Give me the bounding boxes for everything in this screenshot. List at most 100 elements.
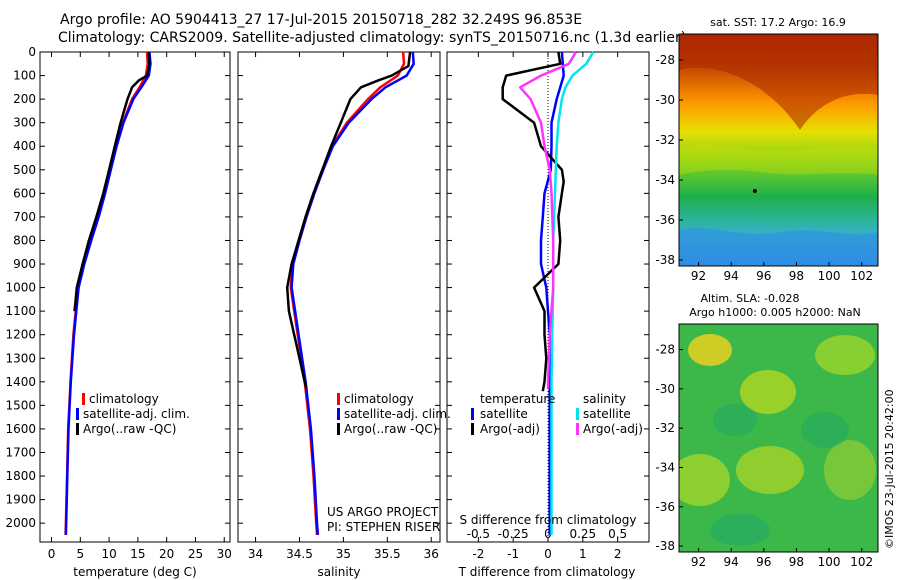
legend-marker-satellite <box>337 408 340 420</box>
legend-label-s-satellite: satellite <box>583 407 631 421</box>
legend-marker-s-satellite <box>576 408 579 420</box>
legend-marker-climatology <box>82 393 85 405</box>
temperature-axes-frame <box>39 51 231 543</box>
y-tick-label: 0 <box>28 45 36 59</box>
sst-front <box>679 145 878 175</box>
y-tick-label: 200 <box>13 92 36 106</box>
legend-marker-satellite <box>76 408 79 420</box>
y-tick-label: 1200 <box>5 328 36 342</box>
map-y-tick-label: -28 <box>655 53 675 67</box>
map-y-tick-label: -30 <box>655 382 675 396</box>
legend-header-temperature: temperature <box>480 392 555 406</box>
legend-label-satellite: satellite-adj. clim. <box>344 407 451 421</box>
s-tick-label: 0 <box>544 527 552 541</box>
salinity-xlabel: salinity <box>317 565 360 579</box>
legend-label-satellite: satellite-adj. clim. <box>83 407 190 421</box>
difference-xlabel-temperature: T difference from climatology <box>458 565 636 579</box>
map-x-tick-label: 94 <box>724 555 739 569</box>
legend-label-climatology: climatology <box>89 392 159 406</box>
y-tick-label: 1400 <box>5 375 36 389</box>
sst-cool-region <box>679 227 878 266</box>
y-tick-label: 900 <box>13 257 36 271</box>
y-tick-label: 100 <box>13 69 36 83</box>
sla-high-blob <box>815 335 875 375</box>
legend-header-salinity: salinity <box>583 392 626 406</box>
map-x-tick-label: 100 <box>818 269 841 283</box>
project-annotation: US ARGO PROJECT <box>327 505 439 519</box>
x-tick-label: 10 <box>101 547 116 561</box>
salinity-series <box>285 51 415 535</box>
map-y-tick-label: -36 <box>655 500 675 514</box>
chart-title-line1: Argo profile: AO 5904413_27 17-Jul-2015 … <box>60 12 582 28</box>
x-tick-label: 34 <box>248 547 263 561</box>
y-tick-label: 1100 <box>5 304 36 318</box>
salinity-ticks: 34 34.5 35 35.5 36 <box>238 51 440 561</box>
y-tick-label: 300 <box>13 116 36 130</box>
map-y-tick-label: -32 <box>655 421 675 435</box>
map-x-tick-label: 100 <box>818 555 841 569</box>
map-x-tick-label: 98 <box>789 555 804 569</box>
difference-ticks: -2 -1 0 1 2 -0.5 -0.25 0 0.25 0.5 <box>447 51 649 561</box>
x-tick-label: 1 <box>579 547 587 561</box>
x-tick-label: 34.5 <box>286 547 313 561</box>
x-tick-label: 35.5 <box>374 547 401 561</box>
y-tick-label: 400 <box>13 139 36 153</box>
difference-series <box>501 51 595 535</box>
temperature-panel: 0 5 10 15 20 25 300100200300400500600700800900… <box>5 45 231 579</box>
pi-annotation: PI: STEPHEN RISER <box>327 520 440 534</box>
map-x-tick-label: 96 <box>756 555 771 569</box>
s-tick-label: -0.5 <box>467 527 490 541</box>
y-tick-label: 500 <box>13 163 36 177</box>
legend-label-argo: Argo(..raw -QC) <box>344 422 437 436</box>
legend-marker-argo <box>337 423 340 435</box>
sst-map-ticks: 92 94 96 98 100 102 -28 -30 -32 -34 -36 -38 <box>655 53 873 283</box>
series-line-salinity-argo-adj <box>518 51 577 389</box>
x-tick-label: 35 <box>336 547 351 561</box>
x-tick-label: -2 <box>472 547 484 561</box>
y-tick-label: 1800 <box>5 469 36 483</box>
y-tick-label: 600 <box>13 186 36 200</box>
temperature-legend: climatology satellite-adj. clim. Argo(..… <box>76 392 190 436</box>
s-tick-label: 0.5 <box>608 527 627 541</box>
map-x-tick-label: 94 <box>724 269 739 283</box>
map-y-tick-label: -32 <box>655 133 675 147</box>
legend-marker-argo <box>76 423 79 435</box>
map-y-tick-label: -28 <box>655 343 675 357</box>
sst-map-panel: sat. SST: 17.2 Argo: 16.9 92 94 96 98 100 102… <box>655 16 879 283</box>
y-tick-label: 800 <box>13 233 36 247</box>
sla-high-blob <box>824 440 876 500</box>
map-x-tick-label: 92 <box>691 555 706 569</box>
map-y-tick-label: -38 <box>655 539 675 553</box>
y-tick-label: 1700 <box>5 445 36 459</box>
sst-map-title: sat. SST: 17.2 Argo: 16.9 <box>710 16 846 29</box>
sla-high-blob <box>679 454 730 506</box>
legend-label-argo: Argo(..raw -QC) <box>83 422 176 436</box>
x-tick-label: 0 <box>544 547 552 561</box>
series-line-satellite-adj-clim <box>64 51 152 535</box>
x-tick-label: 15 <box>130 547 145 561</box>
sst-map-frame <box>678 33 879 267</box>
map-y-tick-label: -34 <box>655 173 675 187</box>
series-line-satellite-adj-clim <box>290 51 415 535</box>
chart-title-line2: Climatology: CARS2009. Satellite-adjuste… <box>58 30 686 46</box>
x-tick-label: 25 <box>188 547 203 561</box>
sla-low-blob <box>710 514 770 546</box>
legend-marker-t-argo <box>471 423 474 435</box>
series-line-salinity-satellite <box>550 51 595 535</box>
y-tick-label: 1300 <box>5 351 36 365</box>
sla-high-blob <box>736 446 804 494</box>
y-tick-label: 2000 <box>5 516 36 530</box>
legend-marker-climatology <box>337 393 340 405</box>
sla-map-ticks: 92 94 96 98 100 102 -28 -30 -32 -34 -36 -38 <box>655 343 873 569</box>
x-tick-label: 0 <box>48 547 56 561</box>
x-tick-label: 2 <box>614 547 622 561</box>
salinity-axes-frame <box>237 51 441 543</box>
temperature-series <box>64 51 152 535</box>
map-y-tick-label: -36 <box>655 213 675 227</box>
y-tick-label: 700 <box>13 210 36 224</box>
temperature-ticks: 0 5 10 15 20 25 300100200300400500600700800900… <box>5 45 231 561</box>
x-tick-label: 5 <box>76 547 84 561</box>
sla-map-frame <box>678 323 879 553</box>
map-x-tick-label: 102 <box>850 555 873 569</box>
map-x-tick-label: 92 <box>691 269 706 283</box>
